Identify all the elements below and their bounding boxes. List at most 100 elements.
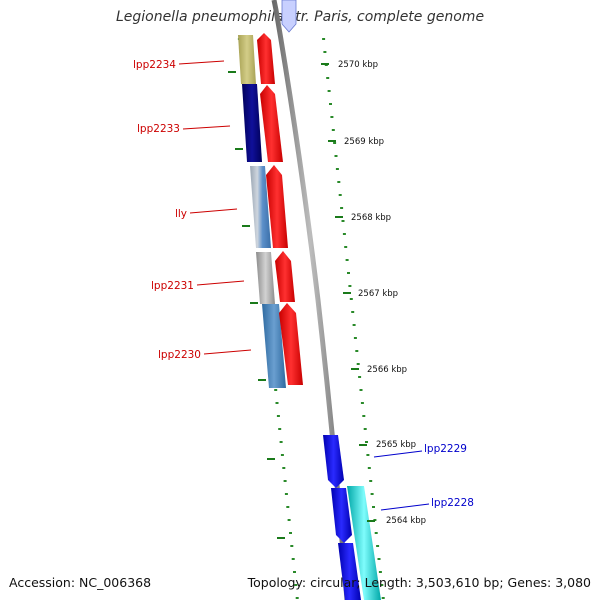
leader-line-lpp2231 [196, 280, 245, 286]
outer-track-dot [366, 454, 370, 456]
outer-track-dot [372, 506, 375, 508]
outer-track-dot [349, 298, 353, 300]
scale-ticks [228, 63, 375, 539]
outer-track-dot [322, 38, 326, 40]
inner-track-dot [287, 519, 291, 521]
leader-line-lpp2233 [182, 125, 231, 130]
outer-track-dot [353, 337, 357, 339]
gene-arrow-lpp2234 [257, 33, 275, 84]
outer-track-dot [358, 376, 362, 378]
gene-labels: lpp2234 lpp2233 lly lpp2231 lpp2230 lpp2… [133, 59, 474, 509]
outer-track-dot [344, 246, 348, 248]
outer-track-dot [340, 207, 344, 209]
outer-track-dot [356, 363, 360, 365]
inner-track-dot [278, 428, 282, 430]
gene-leader-lines [178, 60, 430, 511]
outer-track-dot [352, 324, 356, 326]
outer-track-dot [337, 181, 341, 183]
map-title: Legionella pneumophila str. Paris, compl… [115, 9, 485, 25]
outer-track-dot [374, 532, 378, 534]
gene-label-lpp2230[interactable]: lpp2230 [158, 349, 201, 361]
inner-track-dot [291, 558, 295, 560]
outer-track-dot [367, 467, 371, 469]
gene-arrow-lpp2233 [260, 85, 283, 162]
gene-arrow-lly [266, 165, 288, 248]
outer-track-dot [370, 493, 374, 495]
inner-track-dot [280, 454, 284, 456]
leader-line-lpp2228 [380, 503, 430, 511]
outer-track-dot [327, 90, 331, 92]
scale-label: 2565 kbp [376, 440, 416, 450]
outer-track-dot [363, 428, 367, 430]
gene-arrow-lpp2230 [279, 303, 303, 385]
reverse-gene-arrows [323, 435, 361, 600]
cog-blocks [238, 35, 381, 600]
cog-block-lly [250, 166, 271, 248]
inner-track-dot [289, 532, 292, 534]
inner-track-dot [293, 571, 296, 573]
gene-arrow-partial-top [281, 0, 297, 33]
outer-track-dot [345, 259, 349, 261]
gene-label-lpp2233[interactable]: lpp2233 [137, 123, 180, 135]
leader-line-lpp2234 [178, 60, 225, 65]
outer-track-dot [348, 285, 352, 287]
gene-arrow-lpp2229 [323, 435, 344, 488]
scale-label: 2570 kbp [338, 60, 378, 70]
inner-track-dot [275, 402, 279, 404]
inner-track-dot [286, 506, 290, 508]
outer-track-dot [326, 77, 330, 79]
outer-track-dot [331, 129, 335, 131]
outer-track-dot [330, 116, 334, 118]
outer-track-dot [369, 480, 373, 482]
gene-label-lly[interactable]: lly [175, 208, 187, 220]
accession-info: Accession: NC_006368 [9, 575, 152, 590]
scale-label: 2567 kbp [358, 289, 398, 299]
outer-track-dot [347, 272, 350, 274]
scale-label: 2564 kbp [386, 516, 426, 526]
inner-track-dot [276, 415, 280, 417]
outer-track-dot [338, 194, 342, 196]
gene-label-lpp2228[interactable]: lpp2228 [431, 497, 474, 509]
outer-track-dot [359, 389, 363, 391]
cog-block-lpp2231 [256, 252, 275, 304]
leader-line-lpp2229 [373, 450, 423, 458]
outer-track-dot [333, 142, 337, 144]
leader-line-lly [189, 208, 238, 214]
outer-track-dot [377, 558, 381, 560]
inner-track-dot [290, 545, 294, 547]
outer-track-dot [365, 441, 368, 443]
gene-arrow-lpp2231 [275, 251, 295, 302]
inner-track-dot [294, 584, 298, 586]
scale-labels: 2570 kbp 2569 kbp 2568 kbp 2567 kbp 2566… [338, 60, 426, 526]
outer-track-dot [341, 220, 345, 222]
outer-track-dot [334, 155, 338, 157]
cog-block-lpp2233 [242, 84, 262, 162]
outer-track-dot [335, 168, 339, 170]
outer-track-dot [342, 233, 346, 235]
outer-track-dot [323, 51, 327, 53]
topology-info: Topology: circular; Length: 3,503,610 bp… [247, 575, 591, 590]
outer-track-dot [376, 545, 380, 547]
outer-track-dot [362, 415, 366, 417]
outer-track-dot [355, 350, 359, 352]
scale-label: 2568 kbp [351, 213, 391, 223]
outer-track-dot [360, 402, 364, 404]
gene-label-lpp2234[interactable]: lpp2234 [133, 59, 176, 71]
gene-arrow-lpp2228 [331, 488, 352, 543]
cog-block-lpp2230 [262, 304, 286, 388]
gene-label-lpp2231[interactable]: lpp2231 [151, 280, 194, 292]
cog-block-lpp2234 [238, 35, 256, 84]
gene-label-lpp2229[interactable]: lpp2229 [424, 443, 467, 455]
scale-label: 2569 kbp [344, 137, 384, 147]
inner-track-dot [279, 441, 283, 443]
cog-block-lpp2228 [347, 486, 381, 600]
inner-track-dot [282, 467, 286, 469]
scale-label: 2566 kbp [367, 365, 407, 375]
inner-track-dot [295, 597, 299, 599]
outer-track-dot [329, 103, 332, 105]
forward-gene-arrows [257, 33, 303, 385]
gene-arrow-partial-bottom [338, 543, 361, 600]
inner-track-dot [274, 389, 278, 391]
